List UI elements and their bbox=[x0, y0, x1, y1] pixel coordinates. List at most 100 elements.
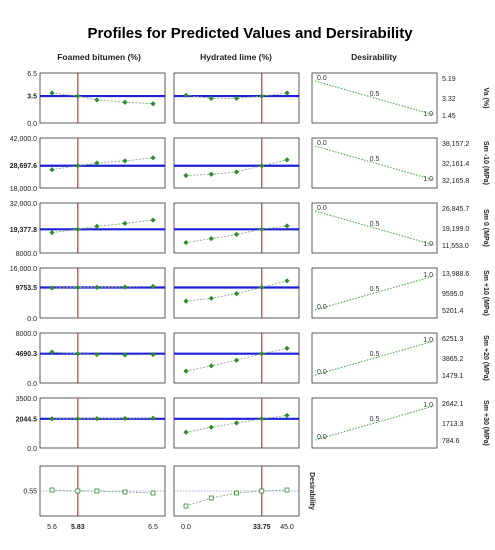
factor-0-xtick-1: 5.83 bbox=[71, 524, 85, 531]
response-4-desirability-label-0: 0.0 bbox=[317, 369, 327, 376]
response-1-desirability-value-2: 32,165.8 bbox=[442, 178, 469, 185]
response-4-point-0-1 bbox=[75, 351, 81, 357]
response-1-point-1-3 bbox=[259, 163, 265, 169]
desirability-row-point-0-2 bbox=[94, 488, 100, 494]
response-0-point-0-3 bbox=[122, 99, 128, 105]
response-4-desirability-line bbox=[314, 340, 435, 376]
response-3-point-1-3 bbox=[259, 284, 265, 291]
factor-1-xtick-1: 33.75 bbox=[253, 524, 271, 531]
response-3-desirability-value-2: 5201.4 bbox=[442, 308, 464, 315]
response-0-point-0-1 bbox=[75, 93, 81, 99]
response-3-desirability-frame bbox=[311, 267, 438, 319]
response-4-desirability-label-1: 0.5 bbox=[370, 351, 380, 358]
desirability-row-point-0-4 bbox=[150, 490, 156, 496]
response-2-desirability-label-0: 0.0 bbox=[317, 205, 327, 212]
response-1-point-0-4 bbox=[150, 155, 156, 161]
response-1-point-0-2 bbox=[94, 160, 100, 166]
response-0-desirability-label-0: 0.0 bbox=[317, 75, 327, 82]
response-3-profile-1 bbox=[185, 280, 288, 302]
response-5-profile-1 bbox=[185, 414, 288, 433]
response-3-factor0-frame bbox=[39, 267, 166, 319]
response-1-point-0-0 bbox=[49, 167, 55, 173]
response-1-point-0-1 bbox=[75, 163, 81, 169]
response-4-ylabel: Sm +20 (MPa) bbox=[482, 335, 489, 381]
response-2-ytick-1: 19,377.8 bbox=[10, 227, 37, 234]
response-1-desirability-label-0: 0.0 bbox=[317, 140, 327, 147]
response-0-ytick-2: 0.0 bbox=[27, 121, 37, 128]
response-5-desirability-value-2: 784.6 bbox=[442, 438, 460, 445]
response-1-desirability-label-1: 0.5 bbox=[370, 156, 380, 163]
response-5-ylabel: Sm +30 (MPa) bbox=[482, 400, 489, 446]
response-4-point-1-3 bbox=[259, 351, 265, 357]
response-1-desirability-value-0: 38,157.2 bbox=[442, 141, 469, 148]
response-3-profile-0 bbox=[51, 285, 154, 289]
column-header-foamed-bitumen: Foamed bitumen (%) bbox=[57, 52, 141, 62]
response-0-point-0-2 bbox=[94, 97, 100, 103]
response-1-desirability-value-1: 32,161.4 bbox=[442, 161, 469, 168]
response-1-desirability-line bbox=[314, 145, 435, 181]
response-3-desirability-label-2: 1.0 bbox=[423, 272, 433, 279]
response-3-point-1-0 bbox=[183, 298, 189, 304]
response-2-point-1-1 bbox=[208, 236, 214, 242]
response-0-desirability-value-1: 3.32 bbox=[442, 96, 456, 103]
response-2-desirability-line bbox=[314, 210, 435, 246]
response-2-desirability-value-1: 19,199.0 bbox=[442, 226, 469, 233]
response-1-ytick-0: 42,000.0 bbox=[10, 136, 37, 143]
response-1-point-1-2 bbox=[233, 169, 240, 175]
response-5-desirability-value-1: 1713.3 bbox=[442, 421, 464, 428]
response-5-desirability-label-0: 0.0 bbox=[317, 434, 327, 441]
response-3-point-0-2 bbox=[94, 284, 100, 290]
response-0-ytick-0: 6.5 bbox=[27, 71, 37, 78]
response-2-desirability-frame bbox=[311, 202, 438, 254]
response-4-ytick-1: 4690.3 bbox=[16, 351, 38, 358]
chart-title: Profiles for Predicted Values and Dersir… bbox=[87, 25, 413, 42]
response-4-desirability-label-2: 1.0 bbox=[423, 337, 433, 344]
response-0-point-0-0 bbox=[49, 90, 55, 96]
column-header-desirability: Desirability bbox=[351, 52, 397, 62]
desirability-row-point-0-3 bbox=[122, 489, 128, 495]
response-2-point-0-0 bbox=[49, 229, 55, 236]
response-3-point-1-1 bbox=[208, 295, 214, 301]
response-5-profile-0 bbox=[51, 417, 154, 420]
response-2-point-1-4 bbox=[284, 223, 290, 229]
factor-1-xtick-2: 45.0 bbox=[280, 524, 294, 531]
response-0-desirability-value-2: 1.45 bbox=[442, 113, 456, 120]
response-2-factor1-frame bbox=[173, 202, 300, 254]
response-5-point-0-0 bbox=[49, 416, 55, 422]
response-5-desirability-value-0: 2642.1 bbox=[442, 401, 464, 408]
response-2-point-1-0 bbox=[183, 239, 189, 246]
desirability-row-ytick: 0.55 bbox=[23, 489, 37, 496]
response-4-point-1-0 bbox=[183, 368, 189, 374]
response-4-ytick-2: 0.0 bbox=[27, 381, 37, 388]
response-5-factor0-frame bbox=[39, 397, 166, 449]
factor-0-xtick-0: 5.6 bbox=[47, 524, 57, 531]
response-0-point-1-2 bbox=[233, 95, 240, 101]
desirability-row-ylabel: Desirability bbox=[308, 472, 315, 510]
response-2-desirability-label-2: 1.0 bbox=[423, 241, 433, 248]
response-3-point-1-2 bbox=[233, 291, 240, 297]
response-0-desirability-frame bbox=[311, 72, 438, 124]
response-5-point-0-4 bbox=[150, 415, 156, 421]
response-4-point-0-3 bbox=[122, 352, 128, 358]
response-3-desirability-label-0: 0.0 bbox=[317, 304, 327, 311]
response-3-point-0-3 bbox=[122, 284, 128, 290]
response-0-desirability-label-1: 0.5 bbox=[370, 91, 380, 98]
response-2-point-0-2 bbox=[94, 223, 100, 229]
desirability-row-point-1-1 bbox=[208, 495, 214, 501]
response-2-ytick-0: 32,000.0 bbox=[10, 201, 37, 208]
profile-grid: 6.5 3.5 0.0 0.0 0.5 1.0 5.19 3.32 1.45 Va (%) 42,0… bbox=[10, 71, 489, 531]
response-2-profile-1 bbox=[185, 225, 288, 244]
desirability-row-point-0-0 bbox=[49, 487, 55, 493]
response-5-point-0-1 bbox=[75, 416, 81, 422]
response-5-ytick-2: 0.0 bbox=[27, 446, 37, 453]
response-1-desirability-frame bbox=[311, 137, 438, 189]
response-2-ylabel: Sm 0 (MPa) bbox=[482, 209, 489, 247]
response-5-point-1-0 bbox=[183, 429, 189, 435]
response-1-desirability-label-2: 1.0 bbox=[423, 176, 433, 183]
response-3-ytick-1: 9753.5 bbox=[16, 285, 38, 292]
response-3-ylabel: Sm +10 (MPa) bbox=[482, 270, 489, 316]
response-0-point-1-1 bbox=[208, 95, 214, 101]
response-1-point-1-1 bbox=[208, 171, 214, 177]
response-3-point-0-0 bbox=[49, 285, 55, 291]
